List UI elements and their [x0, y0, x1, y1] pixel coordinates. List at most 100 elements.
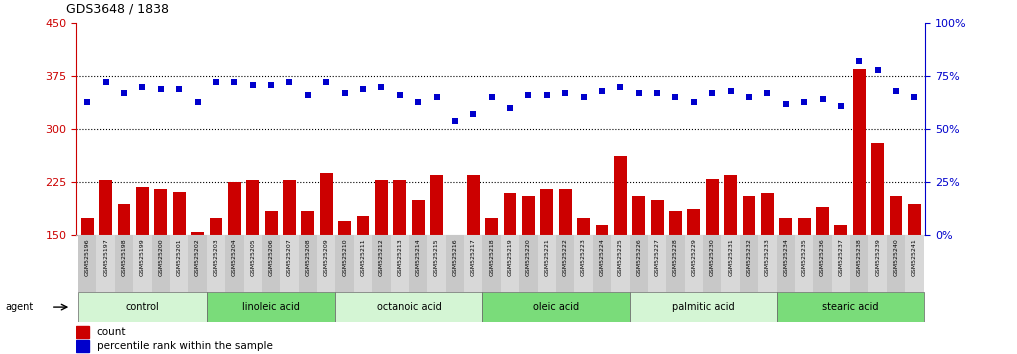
Bar — [503, 193, 517, 235]
Bar — [118, 204, 130, 235]
Text: GSM525228: GSM525228 — [673, 238, 678, 276]
Point — [888, 88, 904, 94]
Bar — [339, 221, 351, 235]
Bar — [684, 235, 703, 292]
Bar — [281, 235, 299, 292]
Text: GSM525229: GSM525229 — [692, 238, 697, 276]
Bar — [485, 218, 498, 235]
Point — [337, 90, 353, 96]
Point — [833, 103, 849, 109]
Text: GSM525222: GSM525222 — [562, 238, 567, 276]
Bar — [596, 225, 608, 235]
Bar — [630, 235, 648, 292]
Bar — [575, 235, 593, 292]
Text: GSM525227: GSM525227 — [655, 238, 660, 276]
Text: GSM525225: GSM525225 — [618, 238, 622, 276]
Bar — [795, 235, 814, 292]
Bar — [797, 218, 811, 235]
Point — [410, 99, 426, 104]
Text: GSM525200: GSM525200 — [159, 238, 164, 276]
Bar — [759, 235, 777, 292]
Point — [428, 95, 444, 100]
Point — [300, 92, 316, 98]
Text: GSM525216: GSM525216 — [453, 238, 458, 276]
Text: GSM525219: GSM525219 — [507, 238, 513, 276]
Point — [98, 80, 114, 85]
Bar — [593, 235, 611, 292]
Bar — [262, 235, 281, 292]
Bar — [246, 180, 259, 235]
Point — [722, 88, 738, 94]
Bar — [540, 189, 553, 235]
Bar — [687, 209, 701, 235]
Point — [79, 99, 96, 104]
Bar — [520, 235, 538, 292]
Bar — [522, 196, 535, 235]
Point — [245, 82, 261, 87]
Point — [171, 86, 187, 92]
Text: GSM525211: GSM525211 — [360, 238, 365, 276]
Text: agent: agent — [5, 302, 34, 312]
Text: GSM525234: GSM525234 — [783, 238, 788, 276]
Bar — [777, 235, 795, 292]
Bar — [887, 235, 905, 292]
Text: GSM525231: GSM525231 — [728, 238, 733, 276]
Bar — [264, 211, 278, 235]
Text: GSM525230: GSM525230 — [710, 238, 715, 276]
Bar — [78, 235, 97, 292]
Bar — [357, 216, 369, 235]
Point — [189, 99, 205, 104]
Bar — [409, 235, 427, 292]
Bar — [206, 292, 336, 322]
Point — [263, 82, 280, 87]
Text: stearic acid: stearic acid — [822, 302, 879, 312]
Bar — [97, 235, 115, 292]
Bar — [76, 326, 89, 338]
Bar — [206, 235, 225, 292]
Bar — [173, 192, 186, 235]
Bar — [611, 235, 630, 292]
Point — [815, 97, 831, 102]
Text: GSM525240: GSM525240 — [894, 238, 899, 276]
Bar — [427, 235, 445, 292]
Bar — [869, 235, 887, 292]
Bar — [136, 187, 148, 235]
Bar — [225, 235, 243, 292]
Bar — [375, 180, 387, 235]
Point — [355, 86, 371, 92]
Bar — [648, 235, 666, 292]
Text: linoleic acid: linoleic acid — [242, 302, 300, 312]
Bar — [651, 200, 663, 235]
Point — [134, 84, 151, 90]
Bar — [777, 292, 923, 322]
Text: percentile rank within the sample: percentile rank within the sample — [97, 341, 273, 352]
Text: GSM525218: GSM525218 — [489, 238, 494, 276]
Bar — [742, 196, 756, 235]
Text: count: count — [97, 327, 126, 337]
Point — [116, 90, 132, 96]
Point — [576, 95, 592, 100]
Bar — [81, 218, 94, 235]
Bar — [430, 175, 443, 235]
Point — [153, 86, 169, 92]
Point — [796, 99, 813, 104]
Bar — [100, 180, 112, 235]
Bar — [739, 235, 759, 292]
Text: GSM525232: GSM525232 — [746, 238, 752, 276]
Bar — [133, 235, 152, 292]
Text: GSM525205: GSM525205 — [250, 238, 255, 276]
Bar — [283, 180, 296, 235]
Point — [594, 88, 610, 94]
Point — [760, 90, 776, 96]
Bar — [558, 189, 572, 235]
Point — [392, 92, 408, 98]
Bar — [538, 235, 556, 292]
Point — [667, 95, 683, 100]
Text: oleic acid: oleic acid — [533, 302, 579, 312]
Text: GSM525239: GSM525239 — [876, 238, 880, 276]
Text: GSM525210: GSM525210 — [342, 238, 347, 276]
Point — [870, 67, 886, 73]
Bar — [78, 292, 206, 322]
Text: GSM525224: GSM525224 — [599, 238, 604, 276]
Point — [483, 95, 499, 100]
